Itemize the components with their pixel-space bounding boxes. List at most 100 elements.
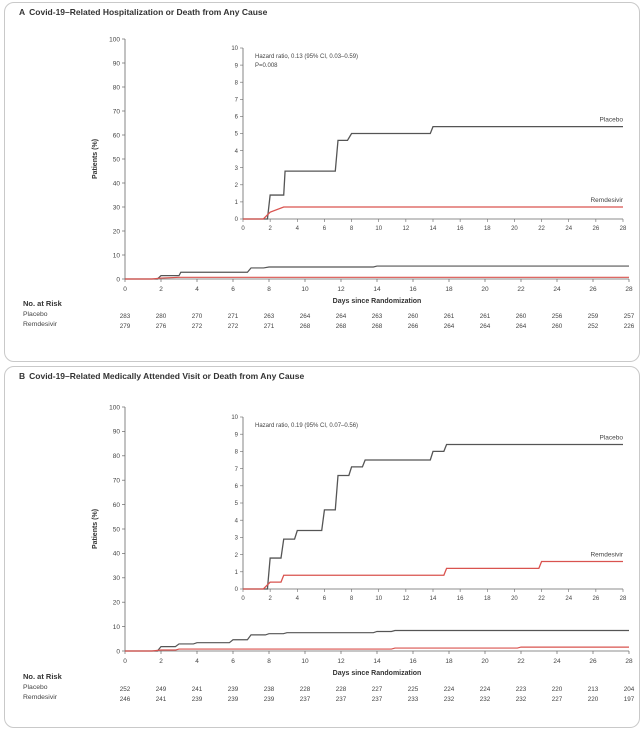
- inset-x-tick-label: 0: [241, 596, 245, 602]
- inset-y-tick-label: 3: [235, 536, 239, 542]
- risk-row-label-remdesivir: Remdesivir: [23, 694, 57, 701]
- inset-y-tick-label: 7: [235, 467, 239, 473]
- risk-value-placebo: 228: [300, 686, 311, 693]
- y-tick-label: 40: [113, 180, 121, 187]
- risk-value-remdesivir: 252: [588, 323, 599, 330]
- x-tick-label: 28: [625, 286, 633, 293]
- risk-value-remdesivir: 232: [480, 696, 491, 703]
- risk-value-remdesivir: 239: [192, 696, 203, 703]
- inset-x-tick-label: 0: [241, 226, 245, 232]
- risk-value-placebo: 224: [444, 686, 455, 693]
- risk-value-placebo: 260: [408, 313, 419, 320]
- risk-value-remdesivir: 264: [444, 323, 455, 330]
- risk-value-remdesivir: 232: [444, 696, 455, 703]
- risk-value-placebo: 270: [192, 313, 203, 320]
- risk-value-remdesivir: 272: [192, 323, 203, 330]
- risk-value-placebo: 241: [192, 686, 203, 693]
- panel-a: A Covid-19–Related Hospitalization or Dea…: [4, 2, 640, 362]
- x-tick-label: 10: [301, 286, 309, 293]
- x-tick-label: 12: [337, 658, 345, 665]
- y-tick-label: 0: [116, 648, 120, 655]
- inset-x-tick-label: 12: [403, 226, 410, 232]
- x-tick-label: 8: [267, 286, 271, 293]
- risk-value-remdesivir: 239: [264, 696, 275, 703]
- y-tick-label: 100: [109, 404, 120, 411]
- inset-label-placebo: Placebo: [600, 117, 624, 124]
- y-tick-label: 20: [113, 600, 121, 607]
- risk-value-remdesivir: 268: [336, 323, 347, 330]
- inset-x-tick-label: 22: [538, 226, 545, 232]
- risk-value-placebo: 263: [264, 313, 275, 320]
- panel-b: B Covid-19–Related Medically Attended Vis…: [4, 366, 640, 728]
- inset-y-tick-label: 3: [235, 166, 239, 172]
- inset-x-tick-label: 2: [268, 226, 272, 232]
- x-tick-label: 0: [123, 286, 127, 293]
- x-tick-label: 22: [517, 286, 525, 293]
- y-tick-label: 10: [113, 624, 121, 631]
- risk-value-placebo: 263: [372, 313, 383, 320]
- y-tick-label: 20: [113, 228, 121, 235]
- y-tick-label: 40: [113, 551, 121, 558]
- risk-value-placebo: 271: [228, 313, 239, 320]
- risk-value-placebo: 224: [480, 686, 491, 693]
- risk-value-remdesivir: 271: [264, 323, 275, 330]
- risk-value-placebo: 213: [588, 686, 599, 693]
- y-tick-label: 70: [113, 108, 121, 115]
- hazard-ratio-annotation: Hazard ratio, 0.19 (95% CI, 0.07–0.56): [255, 423, 358, 429]
- y-tick-label: 80: [113, 84, 121, 91]
- y-tick-label: 100: [109, 36, 120, 43]
- x-tick-label: 14: [373, 658, 381, 665]
- p-value-annotation: P=0.008: [255, 63, 278, 69]
- inset-label-placebo: Placebo: [600, 435, 624, 442]
- inset-y-tick-label: 1: [235, 200, 239, 206]
- panel-title: B Covid-19–Related Medically Attended Vis…: [19, 371, 304, 381]
- risk-value-placebo: 256: [552, 313, 563, 320]
- risk-value-placebo: 220: [552, 686, 563, 693]
- risk-value-placebo: 223: [516, 686, 527, 693]
- risk-value-placebo: 249: [156, 686, 167, 693]
- risk-value-remdesivir: 279: [120, 323, 131, 330]
- risk-value-remdesivir: 268: [372, 323, 383, 330]
- y-tick-label: 90: [113, 60, 121, 67]
- x-tick-label: 20: [481, 658, 489, 665]
- risk-value-placebo: 225: [408, 686, 419, 693]
- inset-x-tick-label: 14: [430, 226, 437, 232]
- risk-value-remdesivir: 264: [516, 323, 527, 330]
- panel-letter: A: [19, 7, 26, 17]
- y-tick-label: 50: [113, 526, 121, 533]
- inset-y-tick-label: 2: [235, 553, 239, 559]
- inset-x-tick-label: 28: [620, 596, 627, 602]
- inset-y-tick-label: 4: [235, 518, 239, 524]
- x-tick-label: 8: [267, 658, 271, 665]
- y-axis-label: Patients (%): [92, 509, 99, 549]
- risk-value-remdesivir: 226: [624, 323, 635, 330]
- x-axis-label: Days since Randomization: [333, 670, 422, 677]
- inset-y-tick-label: 0: [235, 217, 239, 223]
- x-tick-label: 0: [123, 658, 127, 665]
- risk-value-remdesivir: 264: [480, 323, 491, 330]
- x-tick-label: 26: [589, 658, 597, 665]
- risk-value-remdesivir: 268: [300, 323, 311, 330]
- x-tick-label: 24: [553, 658, 561, 665]
- risk-value-remdesivir: 239: [228, 696, 239, 703]
- inset-x-tick-label: 22: [538, 596, 545, 602]
- x-tick-label: 28: [625, 658, 633, 665]
- risk-value-placebo: 283: [120, 313, 131, 320]
- x-tick-label: 12: [337, 286, 345, 293]
- panel-letter: B: [19, 371, 26, 381]
- hazard-ratio-annotation: Hazard ratio, 0.13 (95% CI, 0.03–0.59): [255, 54, 358, 60]
- inset-x-tick-label: 8: [350, 226, 354, 232]
- inset-y-tick-label: 10: [231, 415, 238, 421]
- risk-value-remdesivir: 246: [120, 696, 131, 703]
- inset-x-tick-label: 18: [484, 596, 491, 602]
- series-line-remdesivir: [125, 646, 629, 652]
- risk-value-remdesivir: 260: [552, 323, 563, 330]
- inset-x-tick-label: 16: [457, 596, 464, 602]
- risk-value-remdesivir: 237: [372, 696, 383, 703]
- risk-value-placebo: 227: [372, 686, 383, 693]
- inset-x-tick-label: 26: [593, 226, 600, 232]
- y-tick-label: 10: [113, 252, 121, 259]
- inset-y-tick-label: 4: [235, 149, 239, 155]
- inset-x-tick-label: 16: [457, 226, 464, 232]
